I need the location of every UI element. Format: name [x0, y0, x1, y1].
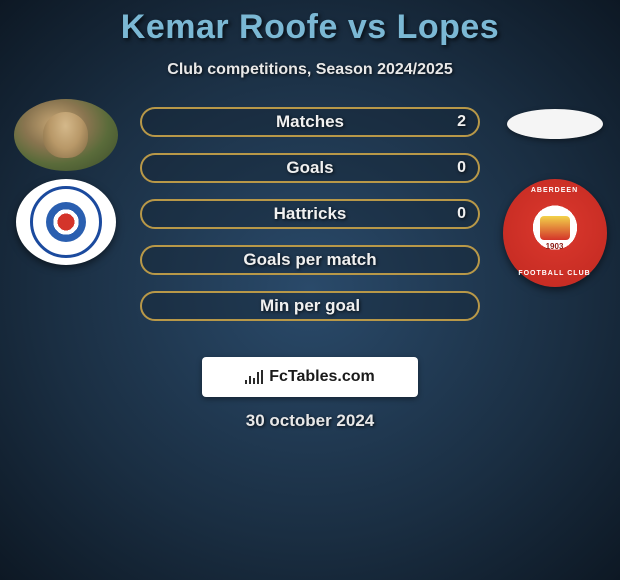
stat-row-matches: Matches 2	[140, 107, 480, 137]
brand-text: FcTables.com	[269, 368, 375, 386]
stat-rows: Matches 2 Goals 0 Hattricks 0 Goals per …	[140, 107, 480, 321]
stat-label: Goals per match	[243, 250, 376, 270]
player-photo-right	[507, 109, 603, 139]
club-badge-aberdeen: ABERDEEN 1903 FOOTBALL CLUB	[503, 179, 607, 287]
stat-value: 2	[457, 113, 466, 131]
page-title: Kemar Roofe vs Lopes	[0, 8, 620, 47]
page-subtitle: Club competitions, Season 2024/2025	[0, 61, 620, 79]
stat-value: 0	[457, 159, 466, 177]
stats-area: ABERDEEN 1903 FOOTBALL CLUB Matches 2 Go…	[0, 107, 620, 347]
stat-label: Goals	[286, 158, 333, 178]
footer-date: 30 october 2024	[0, 411, 620, 431]
right-player-column: ABERDEEN 1903 FOOTBALL CLUB	[497, 99, 612, 339]
stat-label: Matches	[276, 112, 344, 132]
stat-row-hattricks: Hattricks 0	[140, 199, 480, 229]
club-badge-rangers	[16, 179, 116, 265]
infographic-root: Kemar Roofe vs Lopes Club competitions, …	[0, 0, 620, 431]
brand-badge[interactable]: FcTables.com	[202, 357, 418, 397]
stat-label: Hattricks	[274, 204, 347, 224]
stat-value: 0	[457, 205, 466, 223]
aberdeen-label-top: ABERDEEN	[503, 187, 607, 194]
left-player-column	[8, 99, 123, 339]
stat-row-goals-per-match: Goals per match	[140, 245, 480, 275]
stat-row-goals: Goals 0	[140, 153, 480, 183]
aberdeen-year: 1903	[503, 242, 607, 251]
player-photo-left	[14, 99, 118, 171]
bar-chart-icon	[245, 370, 263, 384]
aberdeen-label-bottom: FOOTBALL CLUB	[503, 270, 607, 277]
rangers-crest-icon	[30, 186, 102, 258]
stat-label: Min per goal	[260, 296, 360, 316]
stat-row-min-per-goal: Min per goal	[140, 291, 480, 321]
